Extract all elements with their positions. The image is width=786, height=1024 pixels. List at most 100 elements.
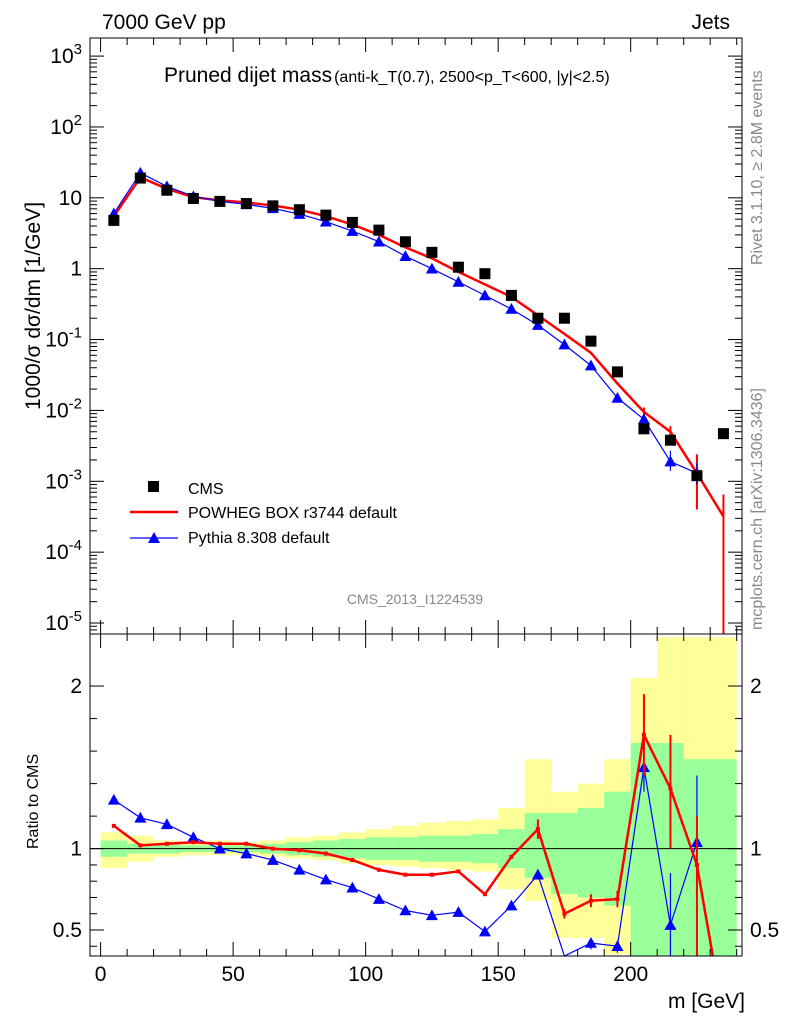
ratio-pythia-marker — [346, 881, 359, 893]
main-y-tick-label: 10-4 — [45, 537, 82, 564]
main-title-main: Pruned dijet mass — [164, 64, 332, 87]
ratio-pythia-marker — [664, 919, 677, 930]
main-y-tick-label: 10-2 — [45, 395, 82, 422]
x-tick-label: 150 — [481, 963, 516, 986]
powheg-line — [112, 175, 725, 518]
pythia-marker — [611, 391, 624, 403]
main-y-tick-label: 1 — [70, 258, 82, 281]
cms-marker — [532, 312, 544, 324]
cms-marker — [187, 192, 199, 204]
pythia-marker — [584, 359, 597, 371]
main-y-tick-label: 103 — [50, 41, 82, 68]
ratio-pythia-marker — [531, 868, 544, 880]
x-tick-label: 200 — [613, 963, 648, 986]
pythia-marker — [478, 289, 491, 301]
ratio-powheg-marker — [641, 732, 646, 737]
cms-marker — [373, 224, 385, 236]
cms-marker — [479, 268, 491, 280]
main-y-tick-label: 10-5 — [45, 608, 82, 635]
ratio-powheg-marker — [403, 872, 408, 877]
ratio-pythia-marker — [107, 793, 120, 805]
cms-marker — [399, 236, 411, 248]
main-y-tick-label: 10 — [59, 187, 82, 210]
energy-label: 7000 GeV pp — [102, 11, 226, 34]
legend-cms-label: CMS — [188, 481, 224, 498]
cms-marker — [267, 200, 279, 212]
pythia-marker — [452, 275, 465, 287]
legend: CMS POWHEG BOX r3744 default Pythia 8.308 … — [130, 481, 398, 547]
cms-marker — [293, 204, 305, 216]
rivet-label: Rivet 3.1.10, ≥ 2.8M events — [749, 70, 766, 265]
cms-marker — [346, 216, 358, 228]
pythia-marker — [558, 338, 571, 350]
legend-powheg-label: POWHEG BOX r3744 default — [188, 505, 398, 522]
analysis-tag: CMS_2013_I1224539 — [347, 591, 483, 607]
ratio-powheg-marker — [350, 858, 355, 863]
ratio-pythia-marker — [505, 899, 518, 911]
ratio-powheg-marker — [323, 851, 328, 856]
ratio-stat-band — [577, 808, 605, 898]
cms-marker — [452, 261, 464, 273]
cms-marker — [134, 172, 146, 184]
ratio-pythia-marker — [584, 936, 597, 948]
cms-marker — [108, 214, 120, 226]
ratio-powheg-marker — [244, 841, 249, 846]
ratio-stat-band — [551, 812, 578, 895]
ratio-pythia-marker — [266, 854, 279, 865]
ratio-powheg-marker — [615, 897, 620, 902]
ratio-pythia-marker — [452, 906, 465, 917]
x-tick-label: 0 — [95, 963, 107, 986]
ratio-powheg-marker — [456, 869, 461, 874]
x-tick-label: 50 — [221, 963, 244, 986]
ratio-powheg-marker — [270, 846, 275, 851]
ratio-y-tick-label: 0.5 — [53, 919, 82, 942]
main-y-tick-label: 10-3 — [45, 466, 82, 493]
cms-marker — [426, 246, 438, 258]
ratio-powheg-marker — [217, 841, 222, 846]
legend-cms-marker — [148, 481, 159, 492]
pythia-marker — [399, 250, 412, 262]
ratio-y-tick-label-right: 2 — [750, 675, 762, 698]
main-y-axis-label: 1000/σ dσ/dm [1/GeV] — [22, 202, 45, 410]
pythia-marker — [319, 215, 332, 227]
ratio-powheg-marker — [668, 786, 673, 791]
ratio-powheg-marker — [482, 892, 487, 897]
ratio-y-tick-label: 2 — [70, 675, 82, 698]
ratio-powheg-marker — [164, 841, 169, 846]
mcplots-label: mcplots.cern.ch [arXiv:1306.3436] — [749, 388, 766, 630]
main-title-detail: (anti-k_T(0.7), 2500<p_T<600, |y|<2.5) — [334, 69, 610, 86]
ratio-powheg-marker — [111, 823, 116, 828]
cms-marker — [611, 366, 623, 378]
ratio-powheg-marker — [191, 840, 196, 845]
ratio-pythia-marker — [187, 831, 200, 843]
ratio-powheg-marker — [535, 827, 540, 832]
ratio-pythia-marker — [372, 893, 385, 904]
cms-marker — [161, 184, 173, 196]
ratio-powheg-marker — [694, 862, 699, 867]
main-plot-marks — [107, 166, 729, 634]
ratio-powheg-marker — [429, 872, 434, 877]
cms-marker — [638, 423, 650, 435]
ratio-pythia-marker — [425, 909, 438, 921]
ratio-pythia-marker — [399, 904, 412, 916]
legend-pythia-marker — [148, 532, 160, 543]
main-y-tick-label: 10-1 — [45, 325, 82, 352]
cms-marker — [240, 198, 252, 210]
ratio-plot-marks — [90, 637, 742, 957]
ratio-pythia-marker — [319, 873, 332, 885]
cms-marker — [585, 335, 597, 347]
ratio-pythia-marker — [240, 847, 253, 859]
cms-marker — [214, 195, 226, 207]
legend-pythia-label: Pythia 8.308 default — [188, 530, 330, 547]
ratio-powheg-marker — [562, 911, 567, 916]
pythia-marker — [425, 262, 438, 274]
cms-marker — [717, 428, 729, 440]
ratio-y-tick-label-right: 0.5 — [750, 919, 779, 942]
x-axis-label: m [GeV] — [668, 990, 745, 1013]
ratio-y-tick-label-right: 1 — [750, 838, 762, 861]
ratio-powheg-marker — [509, 854, 514, 859]
pythia-marker — [346, 225, 359, 236]
